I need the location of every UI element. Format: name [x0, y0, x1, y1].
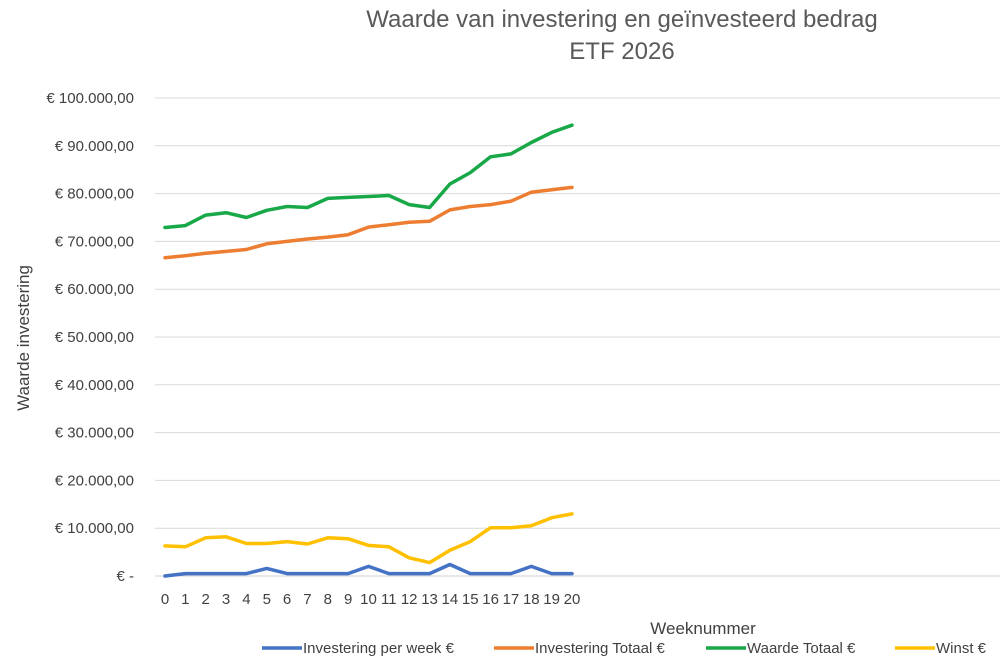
x-tick-label: 10	[360, 591, 377, 608]
x-tick-label: 18	[523, 591, 540, 608]
series-line-1	[163, 185, 574, 260]
x-tick-label: 15	[462, 591, 479, 608]
y-tick-label: € 80.000,00	[55, 186, 134, 203]
chart-subtitle: ETF 2026	[569, 38, 675, 65]
y-tick-label: € 100.000,00	[46, 90, 134, 107]
x-tick-label: 11	[381, 591, 397, 608]
x-tick-label: 2	[202, 591, 210, 608]
legend-label: Investering per week €	[303, 640, 455, 657]
x-tick-label: 7	[303, 591, 311, 608]
legend-label: Waarde Totaal €	[747, 640, 856, 657]
y-tick-label: € 50.000,00	[55, 329, 134, 346]
x-tick-labels: 0 1 2 3 4 5 6 7 8 9 10 11 12 13 14 15 16 17 18 19 20	[161, 591, 581, 608]
x-tick-label: 5	[263, 591, 271, 608]
x-tick-label: 0	[161, 591, 169, 608]
y-tick-labels: € - € 10.000,00 € 20.000,00 € 30.000,00 € 40…	[46, 90, 134, 585]
y-tick-label: € 60.000,00	[55, 281, 134, 298]
y-tick-label: € 90.000,00	[55, 138, 134, 155]
y-tick-label: € 20.000,00	[55, 472, 134, 489]
x-tick-label: 13	[421, 591, 438, 608]
x-tick-label: 9	[344, 591, 352, 608]
x-tick-label: 12	[401, 591, 418, 608]
series-lines	[163, 123, 574, 578]
y-tick-label: € 40.000,00	[55, 377, 134, 394]
gridlines	[155, 97, 1000, 577]
x-tick-label: 4	[242, 591, 250, 608]
x-tick-label: 14	[442, 591, 459, 608]
x-tick-label: 3	[222, 591, 230, 608]
y-tick-label: € -	[116, 568, 134, 585]
legend: Investering per week € Investering Totaal…	[262, 640, 987, 657]
series-line-2	[163, 123, 574, 230]
x-tick-label: 19	[543, 591, 560, 608]
x-tick-label: 1	[181, 591, 189, 608]
y-axis-title: Waarde investering	[14, 265, 33, 411]
legend-label: Winst €	[936, 640, 987, 657]
x-axis-title: Weeknummer	[650, 619, 756, 638]
series-line-3	[163, 512, 574, 565]
chart-title: Waarde van investering en geïnvesteerd b…	[366, 6, 878, 33]
y-tick-label: € 10.000,00	[55, 520, 134, 537]
y-tick-label: € 30.000,00	[55, 425, 134, 442]
legend-label: Investering Totaal €	[535, 640, 665, 657]
x-tick-label: 20	[564, 591, 581, 608]
x-tick-label: 17	[503, 591, 520, 608]
y-tick-label: € 70.000,00	[55, 233, 134, 250]
x-tick-label: 8	[324, 591, 332, 608]
x-tick-label: 6	[283, 591, 291, 608]
x-tick-label: 16	[482, 591, 499, 608]
series-line-0	[163, 562, 574, 578]
